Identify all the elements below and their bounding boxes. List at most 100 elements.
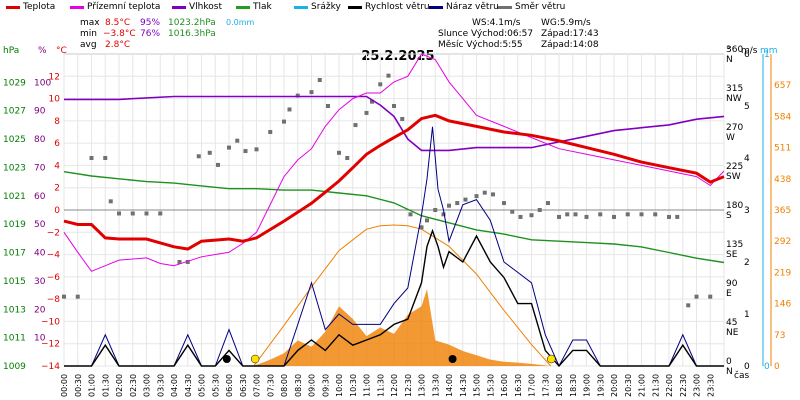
stat-max-rain: 0.0mm [226,18,255,27]
wind-direction-mark [529,213,534,218]
humidity-tick: 50 [34,220,46,230]
humidity-tick: 60 [34,192,46,202]
wind-gust-info: WG:5.9m/s [541,18,591,28]
humidity-tick: 80 [34,135,46,145]
legend-label: Rychlost větru [365,2,430,12]
x-tick: 15:30 [486,374,495,397]
solar-tick: 511 [774,144,791,154]
direction-compass: S [726,211,732,221]
wind-direction-mark [612,214,616,219]
x-tick: 10:00 [335,374,344,397]
wind-direction-mark [386,73,391,78]
x-tick: 02:00 [115,374,124,397]
wind-direction-mark [185,260,190,264]
x-tick: 06:00 [225,374,234,397]
legend-swatch [70,5,84,9]
wind-direction-mark [546,201,550,206]
legend-swatch [498,5,512,9]
legend-label: Srážky [311,2,341,12]
wind-direction-mark [441,212,446,217]
pressure-tick: 1009 [3,362,26,372]
x-tick: 17:00 [528,374,537,397]
x-tick: 13:00 [418,374,427,397]
stat-min-temp: −3.8°C [103,29,136,39]
pressure-tick: 1021 [3,192,26,202]
wind-direction-mark [216,162,220,167]
legend-item: Vlhkost [172,2,222,12]
direction-tick: 90 [726,279,738,289]
wind-direction-mark [144,211,149,216]
temperature-tick: 6 [54,139,60,149]
wind-direction-mark [625,212,630,217]
temperature-tick: 2 [54,184,60,194]
x-tick: 05:30 [211,374,220,397]
solar-tick: 0 [774,362,780,372]
wind-direction-mark [243,149,248,154]
x-tick: 15:00 [473,374,482,397]
temperature-tick: 10 [49,95,61,105]
wind-tick: 0 [744,362,750,372]
x-tick: 04:00 [170,374,179,397]
wind-direction-mark [433,208,438,212]
stat-avg-temp: 2.8°C [105,40,131,50]
x-tick: 21:00 [638,374,647,397]
temperature-unit: °C [56,46,67,56]
x-tick: 22:00 [665,374,674,397]
humidity-tick: 40 [34,249,46,259]
x-tick: 05:00 [198,374,207,397]
wind-direction-mark [447,203,451,208]
humidity-tick: 30 [34,277,46,287]
x-tick: 03:00 [143,374,152,397]
wind-unit: m/s [741,46,758,56]
direction-compass: SW [726,172,741,182]
wind-direction-mark [425,218,429,223]
x-tick: 12:00 [390,374,399,397]
wind-direction-mark [268,130,273,134]
x-tick: 08:30 [294,374,303,397]
direction-compass: N [726,367,733,377]
temperature-tick: −2 [47,228,60,238]
x-tick: 01:30 [101,374,110,397]
wind-direction-mark [482,190,487,195]
wind-direction-mark [455,201,460,206]
wind-direction-mark [317,78,322,82]
temperature-line [63,113,725,251]
pressure-tick: 1019 [3,220,26,230]
rain-unit: mm [760,46,778,56]
wind-direction-mark [565,212,570,217]
solar-tick: 73 [774,331,785,341]
pressure-tick: 1017 [3,249,26,259]
solar-theoretical-line [253,224,552,367]
x-tick: 07:00 [253,374,262,397]
x-tick: 23:00 [693,374,702,397]
wind-direction-mark [491,192,495,197]
direction-compass: W [726,133,735,143]
solar-tick: 365 [774,206,791,216]
wind-direction-mark [177,260,182,264]
legend-label: Náraz větru [446,2,499,12]
wind-direction-mark [584,214,589,219]
stat-max-label: max [80,18,100,28]
stat-min-label: min [80,29,97,39]
x-tick: 16:30 [514,374,523,397]
wind-direction-mark [463,197,468,202]
legend-item: Tlak [236,2,272,12]
wind-direction-mark [675,214,680,219]
wind-speed-info: WS:4.1m/s [472,18,521,28]
x-tick: 17:30 [541,374,550,397]
humidity-tick: 70 [34,163,46,173]
chart-title: 25.2.2025 [361,49,434,64]
wind-direction-mark [287,107,292,112]
wind-direction-mark [207,150,212,155]
wind-direction-mark [639,212,644,217]
temperature-tick: −12 [41,340,60,350]
wind-direction-mark [353,123,358,128]
pressure-tick: 1023 [3,163,26,173]
x-tick: 01:00 [88,374,97,397]
legend-item: Rychlost větru [348,2,430,12]
direction-tick: 225 [726,162,743,172]
temperature-tick: 4 [54,161,60,171]
wind-direction-mark [667,214,671,219]
legend-item: Směr větru [498,2,565,12]
